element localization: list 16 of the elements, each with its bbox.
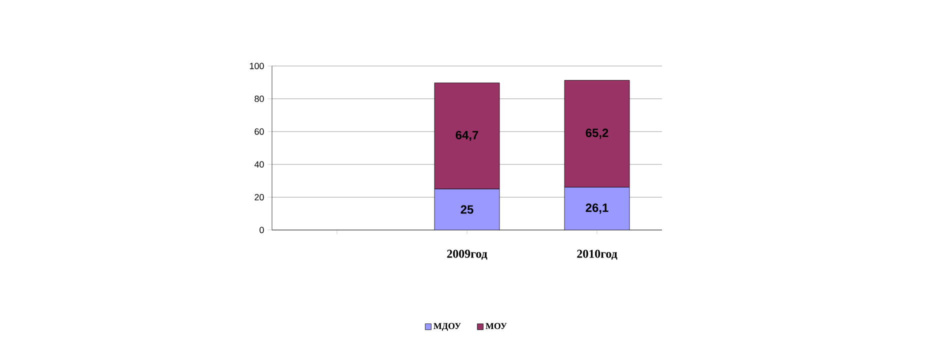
y-tick-label: 0 bbox=[260, 226, 264, 234]
y-tick-label: 40 bbox=[254, 161, 264, 168]
y-tick-label: 100 bbox=[250, 62, 264, 70]
bar bbox=[434, 189, 500, 230]
legend-label: МОУ bbox=[486, 323, 507, 330]
y-tick-label: 60 bbox=[254, 128, 264, 135]
x-tick-label: 2010год bbox=[577, 250, 618, 260]
y-tick-label: 20 bbox=[254, 194, 264, 200]
data-label: 25 bbox=[460, 205, 474, 214]
legend-label: МДОУ bbox=[434, 323, 461, 331]
data-label: 26,1 bbox=[586, 204, 608, 214]
data-label: 65,2 bbox=[586, 128, 608, 139]
bar bbox=[564, 186, 630, 230]
y-tick-label: 80 bbox=[254, 96, 264, 102]
data-label: 64,7 bbox=[456, 130, 478, 142]
x-tick-label: 2009год bbox=[447, 250, 488, 260]
